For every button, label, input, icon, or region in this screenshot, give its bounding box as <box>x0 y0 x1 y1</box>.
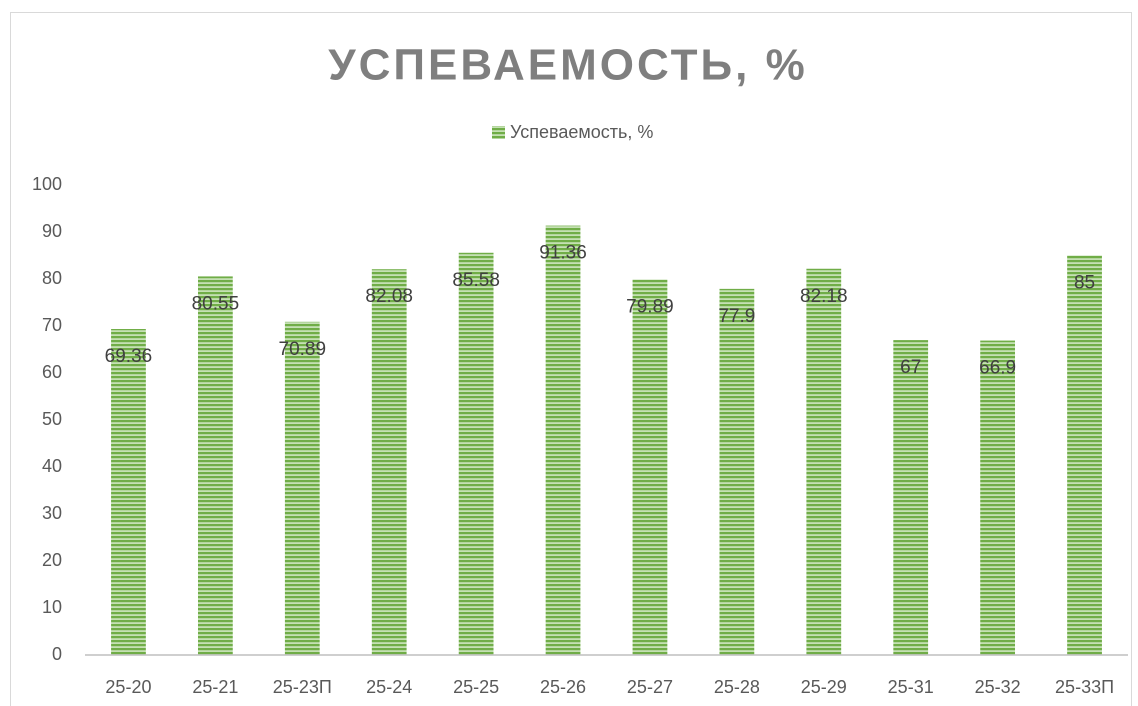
data-label: 66.9 <box>979 358 1016 379</box>
x-tick-label: 25-32 <box>975 677 1021 697</box>
x-tick-label: 25-25 <box>453 677 499 697</box>
bar <box>458 252 494 656</box>
data-label: 85 <box>1074 273 1095 294</box>
y-tick-label: 10 <box>42 597 62 617</box>
bar <box>719 288 755 655</box>
y-tick-label: 100 <box>32 174 62 194</box>
y-tick-label: 90 <box>42 221 62 241</box>
data-label: 85.58 <box>452 270 500 291</box>
x-tick-label: 25-27 <box>627 677 673 697</box>
data-label: 79.89 <box>626 297 674 318</box>
x-tick-label: 25-33П <box>1055 677 1114 697</box>
chart-title: УСПЕВАЕМОСТЬ, % <box>328 41 807 90</box>
y-tick-label: 60 <box>42 362 62 382</box>
data-label: 77.9 <box>718 306 755 327</box>
y-tick-label: 0 <box>52 644 62 664</box>
bar <box>893 340 929 655</box>
data-label: 67 <box>900 357 921 378</box>
y-tick-label: 70 <box>42 315 62 335</box>
x-tick-label: 25-28 <box>714 677 760 697</box>
x-tick-label: 25-24 <box>366 677 412 697</box>
y-tick-label: 30 <box>42 503 62 523</box>
data-label: 82.18 <box>800 286 848 307</box>
y-tick-label: 20 <box>42 550 62 570</box>
legend-swatch <box>492 126 505 139</box>
data-label: 69.36 <box>105 346 153 367</box>
bar <box>284 321 320 655</box>
x-tick-label: 25-29 <box>801 677 847 697</box>
x-tick-label: 25-23П <box>273 677 332 697</box>
y-tick-label: 80 <box>42 268 62 288</box>
bar <box>545 225 581 655</box>
bar <box>371 269 407 655</box>
y-tick-label: 40 <box>42 456 62 476</box>
bar <box>632 279 668 655</box>
data-label: 91.36 <box>539 243 587 264</box>
bar <box>111 329 146 655</box>
bar <box>197 276 233 655</box>
data-label: 82.08 <box>365 286 413 307</box>
data-label: 70.89 <box>279 339 327 360</box>
legend-label: Успеваемость, % <box>510 122 653 142</box>
bar <box>980 340 1016 655</box>
x-tick-label: 25-31 <box>888 677 934 697</box>
x-tick-label: 25-26 <box>540 677 586 697</box>
x-tick-label: 25-20 <box>105 677 151 697</box>
x-tick-label: 25-21 <box>192 677 238 697</box>
data-label: 80.55 <box>192 293 240 314</box>
bar <box>1067 255 1102 655</box>
y-tick-label: 50 <box>42 409 62 429</box>
bar <box>806 268 842 655</box>
